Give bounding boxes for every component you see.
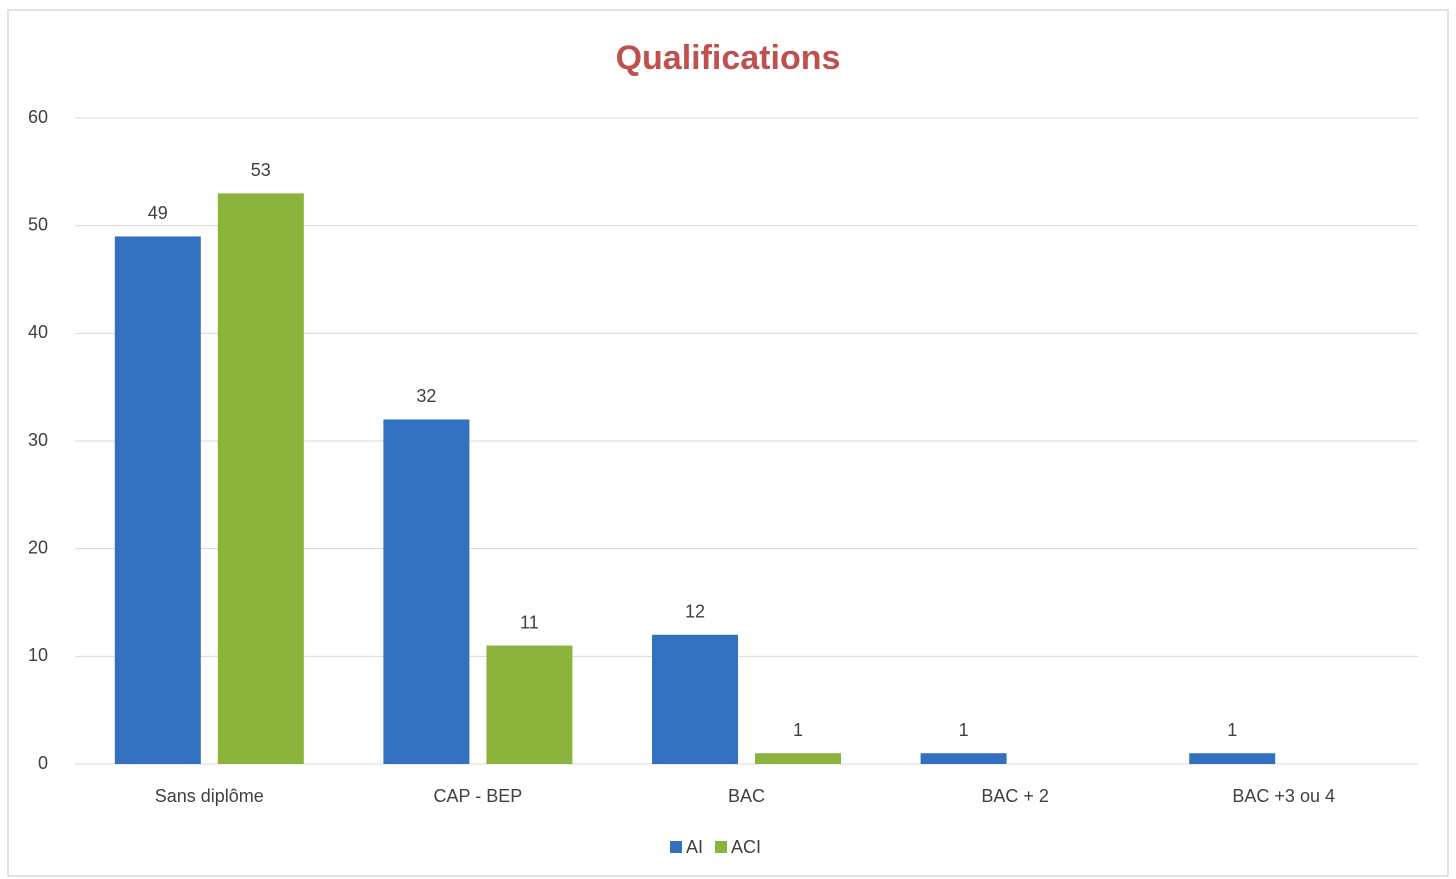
y-tick-label: 50 (28, 214, 48, 234)
legend-label: AI (686, 837, 703, 857)
legend-swatch (670, 841, 682, 853)
bar (920, 753, 1007, 764)
data-label: 53 (251, 160, 271, 180)
bar (1189, 753, 1276, 764)
x-tick-label: BAC (728, 786, 765, 806)
x-tick-label: BAC +3 ou 4 (1232, 786, 1335, 806)
bar (114, 236, 201, 764)
y-tick-label: 30 (28, 430, 48, 450)
x-tick-label: CAP - BEP (434, 786, 523, 806)
data-label: 1 (959, 720, 969, 740)
x-tick-label: Sans diplôme (155, 786, 264, 806)
bar (652, 634, 738, 764)
y-tick-label: 10 (28, 645, 48, 665)
legend-label: ACI (731, 837, 761, 857)
data-label: 49 (148, 203, 168, 223)
data-label: 11 (520, 612, 539, 632)
y-tick-label: 0 (38, 753, 48, 773)
y-tick-label: 40 (28, 322, 48, 342)
chart-title: Qualifications (616, 39, 841, 77)
bar (217, 193, 304, 764)
data-label: 1 (793, 720, 803, 740)
data-label: 12 (685, 602, 705, 622)
x-tick-label: BAC + 2 (981, 786, 1049, 806)
bar (486, 645, 573, 764)
bar (755, 753, 841, 764)
bar (383, 419, 470, 764)
data-label: 1 (1227, 720, 1237, 740)
data-label: 32 (416, 386, 436, 406)
y-tick-label: 60 (28, 107, 48, 127)
legend-swatch (715, 841, 728, 853)
y-tick-label: 20 (28, 537, 48, 557)
